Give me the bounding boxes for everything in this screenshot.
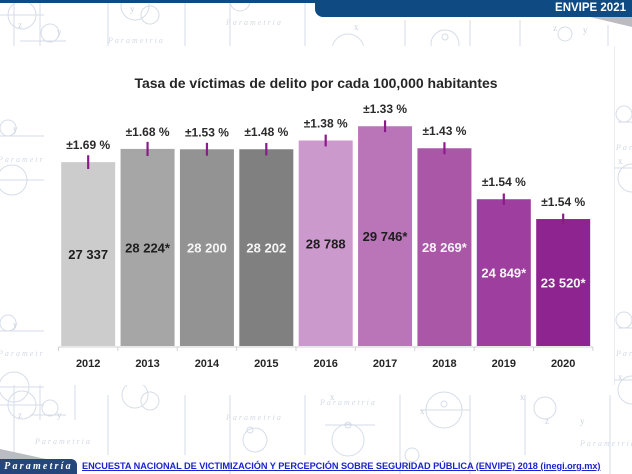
x-tick-label-2012: 2012: [76, 358, 100, 370]
source-link[interactable]: ENCUESTA NACIONAL DE VICTIMIZACIÓN Y PER…: [82, 461, 601, 471]
header-shadow: [590, 17, 632, 27]
bar-2019: [476, 199, 531, 346]
parametria-logo: Parametría: [0, 459, 77, 474]
error-label-2014: ±1.53 %: [185, 125, 229, 139]
chart-title: Tasa de víctimas de delito por cada 100,…: [134, 75, 497, 91]
error-label-2017: ±1.33 %: [363, 102, 407, 116]
x-axis: [58, 346, 594, 351]
watermark-y-label: y: [583, 25, 588, 35]
value-label-2016: 28 788: [306, 236, 346, 251]
watermark-x-label: x: [618, 372, 623, 382]
watermark-x-label: x: [420, 406, 425, 416]
watermark-brand-text: Parametria: [225, 413, 283, 422]
footer-wedge: [0, 449, 46, 459]
watermark-y-label: y: [57, 27, 62, 37]
error-label-2020: ±1.54 %: [541, 195, 585, 209]
value-label-2017: 29 746*: [363, 229, 409, 244]
watermark-top: Parametria Parametria z y y x z y: [0, 0, 609, 67]
x-tick-label-2020: 2020: [551, 358, 575, 370]
watermark-left: y Parametria y Parametria: [0, 119, 55, 403]
watermark-brand-text: Parametria: [0, 155, 55, 164]
value-label-2019: 24 849*: [481, 266, 527, 281]
bar-2014: [179, 149, 234, 346]
watermark-brand-text: Parametria: [225, 18, 283, 27]
watermark-z-label: z: [553, 23, 557, 33]
value-label-2015: 28 202: [246, 241, 286, 256]
survey-badge: ENVIPE 2021: [555, 2, 626, 14]
x-tick-label-2014: 2014: [195, 358, 220, 370]
bar-2013: [120, 148, 175, 346]
value-label-2012: 27 337: [68, 247, 108, 262]
watermark-bottom: Parametria Parametria Parametria Paramet…: [0, 381, 632, 474]
x-tick-label-2013: 2013: [135, 358, 159, 370]
watermark-x-label: x: [330, 392, 335, 402]
watermark-brand-text: Parametria: [319, 398, 377, 407]
watermark-z-label: z: [18, 410, 22, 420]
error-label-2013: ±1.68 %: [126, 125, 170, 139]
bar-2020: [536, 219, 591, 346]
watermark-y-label: y: [57, 410, 62, 420]
x-tick-label-2019: 2019: [492, 358, 516, 370]
bar-2018: [417, 148, 472, 346]
watermark-brand-text: Parametria: [615, 143, 632, 152]
watermark-brand-text: Parametria: [579, 439, 632, 448]
error-label-2012: ±1.69 %: [66, 138, 110, 152]
bar-2012: [61, 162, 116, 346]
bars: [61, 120, 591, 346]
data-labels: ±1.69 % 27 337 2012 ±1.68 % 28 224* 2013 ±1.53…: [66, 102, 586, 370]
watermark-z-label: z: [18, 20, 22, 30]
value-label-2013: 28 224*: [125, 240, 171, 255]
watermark-y-label: y: [130, 4, 135, 14]
value-label-2018: 28 269*: [422, 240, 468, 255]
watermark-z-label: z: [545, 416, 549, 426]
watermark-brand-text: Parametria: [34, 437, 92, 446]
watermark-y-label: y: [13, 320, 18, 330]
bar-2017: [358, 126, 413, 346]
error-label-2015: ±1.48 %: [244, 125, 288, 139]
watermark-x-label: x: [520, 392, 525, 402]
watermark-brand-text: Parametria: [107, 36, 165, 45]
watermark-x-label: x: [618, 156, 623, 166]
value-label-2014: 28 200: [187, 241, 227, 256]
bar-2016: [298, 140, 353, 346]
watermark-brand-text: Parametria: [615, 349, 632, 358]
error-label-2018: ±1.43 %: [422, 124, 466, 138]
error-label-2016: ±1.38 %: [304, 117, 348, 131]
watermark-brand-text: Parametria: [0, 349, 55, 358]
x-tick-label-2016: 2016: [313, 358, 337, 370]
watermark-y-label: y: [580, 416, 585, 426]
watermark-x-label: x: [354, 22, 359, 32]
error-label-2019: ±1.54 %: [482, 175, 526, 189]
watermark-right: Parametria x Parametria x: [613, 46, 632, 405]
x-tick-label-2017: 2017: [373, 358, 397, 370]
value-label-2020: 23 520*: [541, 276, 587, 291]
x-tick-label-2018: 2018: [432, 358, 456, 370]
watermark-y-label: y: [13, 124, 18, 134]
bar-2015: [239, 149, 294, 346]
header-tab: ENVIPE 2021: [315, 0, 632, 17]
x-tick-label-2015: 2015: [254, 358, 278, 370]
